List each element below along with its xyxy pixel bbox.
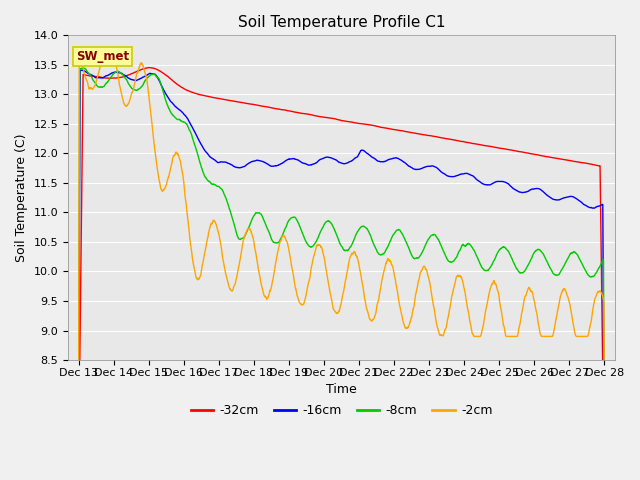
Y-axis label: Soil Temperature (C): Soil Temperature (C) (15, 133, 28, 262)
Legend: -32cm, -16cm, -8cm, -2cm: -32cm, -16cm, -8cm, -2cm (186, 399, 497, 422)
Title: Soil Temperature Profile C1: Soil Temperature Profile C1 (237, 15, 445, 30)
X-axis label: Time: Time (326, 383, 357, 396)
Text: SW_met: SW_met (76, 50, 129, 63)
